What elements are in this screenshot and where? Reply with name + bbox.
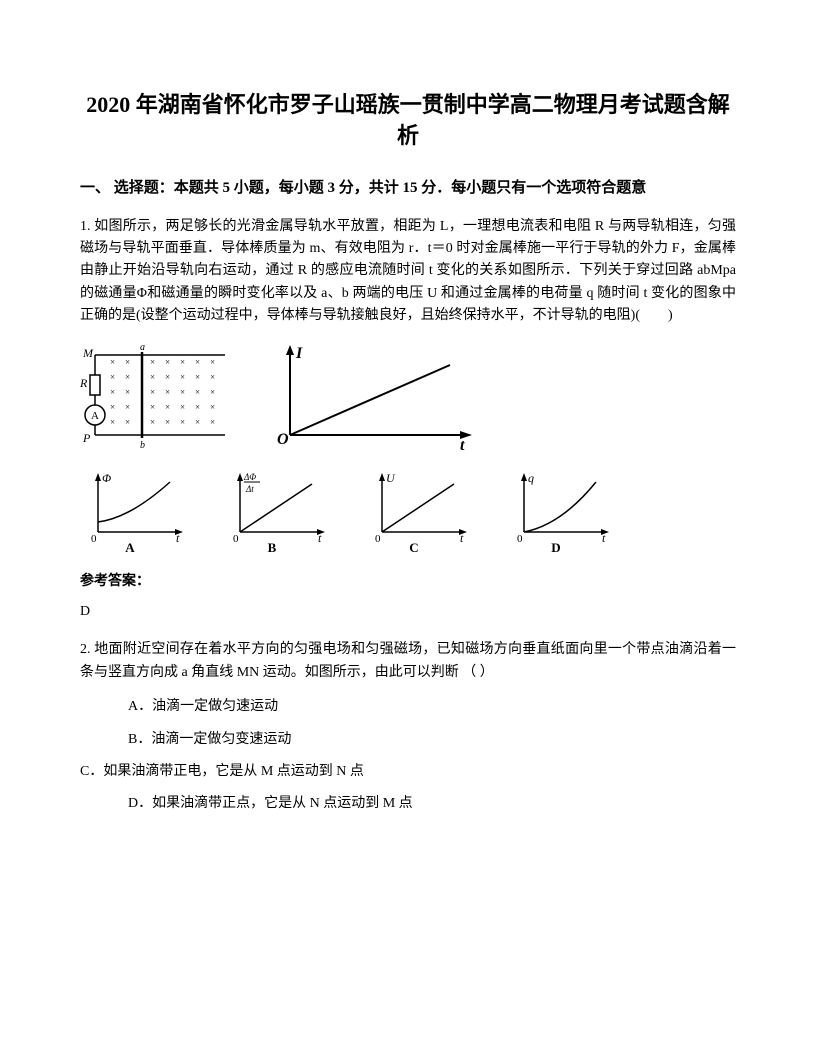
svg-text:×: × — [150, 417, 155, 427]
svg-text:×: × — [150, 372, 155, 382]
svg-text:×: × — [210, 417, 215, 427]
svg-text:×: × — [195, 357, 200, 367]
graph-D: q 0 t D — [506, 470, 616, 555]
label-P: P — [82, 431, 91, 445]
svg-text:×: × — [180, 372, 185, 382]
letter-D: D — [551, 540, 560, 555]
graph-C-container: U 0 t C — [364, 470, 474, 555]
svg-text:×: × — [180, 417, 185, 427]
letter-A: A — [125, 540, 135, 555]
svg-text:×: × — [165, 357, 170, 367]
option-2B: B．油滴一定做匀变速运动 — [128, 729, 736, 751]
ylabel-A: Φ — [102, 471, 111, 485]
svg-text:×: × — [180, 387, 185, 397]
svg-text:×: × — [165, 372, 170, 382]
svg-text:×: × — [180, 402, 185, 412]
graph-C: U 0 t C — [364, 470, 474, 555]
letter-B: B — [268, 540, 277, 555]
svg-text:×: × — [110, 387, 115, 397]
option-2A: A．油滴一定做匀速运动 — [128, 696, 736, 718]
svg-text:×: × — [195, 372, 200, 382]
svg-text:×: × — [195, 417, 200, 427]
label-M: M — [82, 346, 94, 360]
svg-text:×: × — [125, 402, 130, 412]
ylabel-B-den: Δt — [245, 484, 254, 494]
svg-text:×: × — [210, 387, 215, 397]
option-2D: D．如果油滴带正点，它是从 N 点运动到 M 点 — [128, 793, 736, 815]
svg-text:×: × — [110, 372, 115, 382]
svg-text:×: × — [150, 357, 155, 367]
svg-text:×: × — [110, 417, 115, 427]
question-2-text: 2. 地面附近空间存在着水平方向的匀强电场和匀强磁场，已知磁场方向垂直纸面向里一… — [80, 639, 736, 684]
svg-text:×: × — [165, 387, 170, 397]
figures-row-1: A ××××××× ××××××× ××××××× ××××××× ××××××… — [80, 340, 736, 450]
svg-text:×: × — [125, 357, 130, 367]
field-crosses: × × × × × × × × × × × × × × × × × × × × × × × × × × × × × × × × × × × — [110, 357, 215, 427]
ammeter-label: A — [91, 410, 99, 422]
answer-value-1: D — [80, 601, 736, 623]
svg-text:×: × — [125, 372, 130, 382]
ylabel-D: q — [528, 471, 534, 485]
svg-text:×: × — [165, 417, 170, 427]
svg-text:×: × — [110, 402, 115, 412]
label-R: R — [80, 376, 88, 390]
main-graph-I: I O t — [260, 340, 480, 450]
xlabel-t: t — [460, 437, 465, 450]
svg-text:×: × — [180, 357, 185, 367]
origin-C: 0 — [375, 533, 381, 545]
svg-text:×: × — [195, 402, 200, 412]
graph-A-container: Φ 0 t A — [80, 470, 190, 555]
svg-text:×: × — [150, 402, 155, 412]
section-header: 一、 选择题：本题共 5 小题，每小题 3 分，共计 15 分．每小题只有一个选… — [80, 176, 736, 200]
svg-text:×: × — [195, 387, 200, 397]
svg-text:×: × — [150, 387, 155, 397]
option-2C: C．如果油滴带正电，它是从 M 点运动到 N 点 — [80, 761, 736, 783]
svg-text:×: × — [110, 357, 115, 367]
question-1-text: 1. 如图所示，两足够长的光滑金属导轨水平放置，相距为 L，一理想电流表和电阻 … — [80, 216, 736, 328]
label-a: a — [140, 342, 145, 353]
svg-text:×: × — [210, 402, 215, 412]
ylabel-B-num: ΔΦ — [243, 472, 256, 482]
letter-C: C — [409, 540, 418, 555]
figures-row-2: Φ 0 t A ΔΦ Δt 0 t B U 0 — [80, 470, 736, 555]
origin-D: 0 — [517, 533, 523, 545]
origin-O: O — [277, 431, 289, 448]
answer-label-1: 参考答案： — [80, 571, 736, 593]
origin-A: 0 — [91, 533, 97, 545]
svg-text:×: × — [210, 357, 215, 367]
svg-text:×: × — [210, 372, 215, 382]
graph-B-container: ΔΦ Δt 0 t B — [222, 470, 332, 555]
graph-A: Φ 0 t A — [80, 470, 190, 555]
ylabel-C: U — [386, 471, 396, 485]
ylabel-I: I — [295, 345, 303, 362]
circuit-diagram: A ××××××× ××××××× ××××××× ××××××× ××××××… — [80, 340, 230, 450]
svg-text:×: × — [125, 417, 130, 427]
graph-B: ΔΦ Δt 0 t B — [222, 470, 332, 555]
svg-text:×: × — [165, 402, 170, 412]
graph-D-container: q 0 t D — [506, 470, 616, 555]
label-b: b — [140, 440, 145, 450]
origin-B: 0 — [233, 533, 239, 545]
svg-text:×: × — [125, 387, 130, 397]
page-title: 2020 年湖南省怀化市罗子山瑶族一贯制中学高二物理月考试题含解析 — [80, 90, 736, 152]
